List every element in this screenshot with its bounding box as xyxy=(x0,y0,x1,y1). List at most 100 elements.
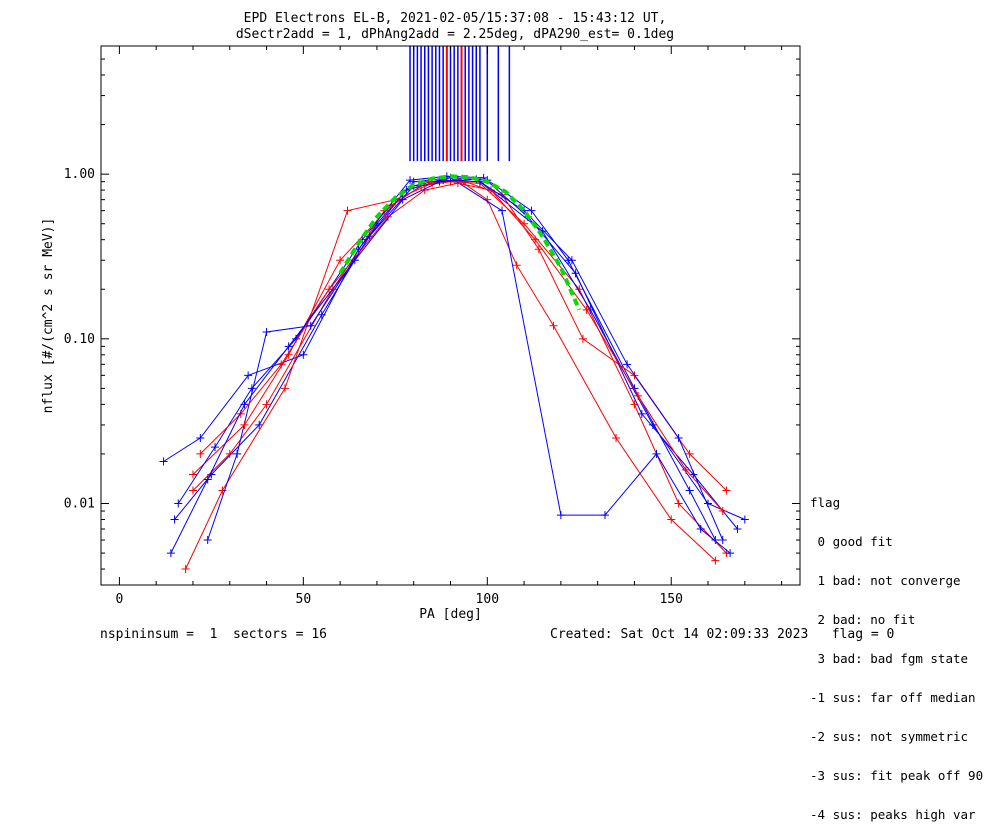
legend-item: -2 sus: not symmetric xyxy=(810,729,969,744)
data-point-marker xyxy=(711,556,720,565)
data-point-marker xyxy=(196,449,205,458)
data-point-marker xyxy=(696,525,705,534)
data-point-marker xyxy=(711,536,720,545)
x-tick-label: 0 xyxy=(115,592,123,607)
data-point-marker xyxy=(336,256,345,265)
data-point-marker xyxy=(726,549,735,558)
chart-title-line1: EPD Electrons EL-B, 2021-02-05/15:37:08 … xyxy=(244,11,667,26)
data-point-marker xyxy=(247,384,256,393)
data-point-marker xyxy=(284,342,293,351)
data-point-marker xyxy=(674,433,683,442)
axis-ticks: 0 50 100 150 0.01 0.10 1.00 xyxy=(64,45,800,607)
data-point-marker xyxy=(299,350,308,359)
y-tick-label: 0.10 xyxy=(64,332,95,347)
data-point-marker xyxy=(612,433,621,442)
data-point-marker xyxy=(203,475,212,484)
legend-item: 3 bad: bad fgm state xyxy=(810,651,969,666)
chart-plot: EPD Electrons EL-B, 2021-02-05/15:37:08 … xyxy=(41,11,801,622)
data-point-marker xyxy=(262,328,271,337)
data-point-marker xyxy=(277,360,286,369)
data-point-marker xyxy=(203,536,212,545)
y-axis-label: nflux [#/(cm^2 s sr MeV)] xyxy=(41,218,56,414)
chart-title-line2: dSectr2add = 1, dPhAng2add = 2.25deg, dP… xyxy=(236,27,674,42)
data-point-marker xyxy=(578,334,587,343)
legend-item: 0 good fit xyxy=(810,534,893,549)
legend-title: flag xyxy=(810,495,841,510)
data-point-marker xyxy=(685,486,694,495)
data-point-marker xyxy=(567,256,576,265)
legend-item: -1 sus: far off median xyxy=(810,690,976,705)
data-point-marker xyxy=(343,206,352,215)
legend-item: -4 sus: peaks high var xyxy=(810,807,976,822)
data-point-marker xyxy=(722,486,731,495)
series-line xyxy=(174,177,716,541)
data-point-marker xyxy=(556,511,565,520)
data-point-marker xyxy=(306,321,315,330)
data-point-marker xyxy=(196,433,205,442)
data-point-marker xyxy=(225,449,234,458)
data-point-marker xyxy=(181,565,190,574)
data-point-marker xyxy=(240,400,249,409)
data-point-marker xyxy=(652,449,661,458)
vertical-markers xyxy=(409,46,511,162)
data-point-marker xyxy=(674,499,683,508)
y-tick-label: 0.01 xyxy=(64,497,95,512)
x-tick-label: 100 xyxy=(476,592,499,607)
data-point-marker xyxy=(681,465,690,474)
data-point-marker xyxy=(350,256,359,265)
data-point-marker xyxy=(188,470,197,479)
data-point-marker xyxy=(325,285,334,294)
data-point-marker xyxy=(398,195,407,204)
data-point-marker xyxy=(406,176,415,185)
data-point-marker xyxy=(512,261,521,270)
data-point-marker xyxy=(166,549,175,558)
data-point-marker xyxy=(601,511,610,520)
series-line xyxy=(192,181,727,491)
data-point-marker xyxy=(733,525,742,534)
data-point-marker xyxy=(718,536,727,545)
x-tick-label: 150 xyxy=(659,592,682,607)
data-point-marker xyxy=(240,420,249,429)
series-line xyxy=(177,175,738,530)
data-point-marker xyxy=(740,515,749,524)
series-line xyxy=(163,179,745,520)
data-point-marker xyxy=(498,206,507,215)
data-point-marker xyxy=(623,360,632,369)
data-point-marker xyxy=(170,515,179,524)
footer-right: Created: Sat Oct 14 02:09:33 2023 flag =… xyxy=(550,627,895,642)
series-line xyxy=(207,177,731,554)
legend-item: 2 bad: no fit xyxy=(810,612,916,627)
data-point-marker xyxy=(255,420,264,429)
data-point-marker xyxy=(159,457,168,466)
y-tick-label: 1.00 xyxy=(64,167,95,182)
data-point-marker xyxy=(582,305,591,314)
data-point-marker xyxy=(685,449,694,458)
data-point-marker xyxy=(188,486,197,495)
data-point-marker xyxy=(667,515,676,524)
data-lines xyxy=(159,172,749,574)
fit-curve xyxy=(338,174,582,311)
data-point-marker xyxy=(262,400,271,409)
data-point-marker xyxy=(174,499,183,508)
x-tick-label: 50 xyxy=(296,592,312,607)
data-point-marker xyxy=(383,212,392,221)
fit-curve-layer xyxy=(338,174,582,311)
data-point-marker xyxy=(534,245,543,254)
data-point-marker xyxy=(718,507,727,516)
data-point-marker xyxy=(637,409,646,418)
series-line xyxy=(199,182,724,512)
data-point-marker xyxy=(634,391,643,400)
data-point-marker xyxy=(233,449,242,458)
data-point-marker xyxy=(244,371,253,380)
series-line xyxy=(170,178,724,554)
data-point-marker xyxy=(280,384,289,393)
data-point-marker xyxy=(549,321,558,330)
legend-item: -3 sus: fit peak off 90 xyxy=(810,768,984,783)
data-point-marker xyxy=(531,235,540,244)
x-axis-label: PA [deg] xyxy=(419,607,482,622)
legend-item: 1 bad: not converge xyxy=(810,573,961,588)
flag-legend: flag 0 good fit 1 bad: not converge 2 ba… xyxy=(810,470,983,834)
footer-left: nspininsum = 1 sectors = 16 xyxy=(100,627,327,642)
data-point-marker xyxy=(211,443,220,452)
data-point-marker xyxy=(527,206,536,215)
